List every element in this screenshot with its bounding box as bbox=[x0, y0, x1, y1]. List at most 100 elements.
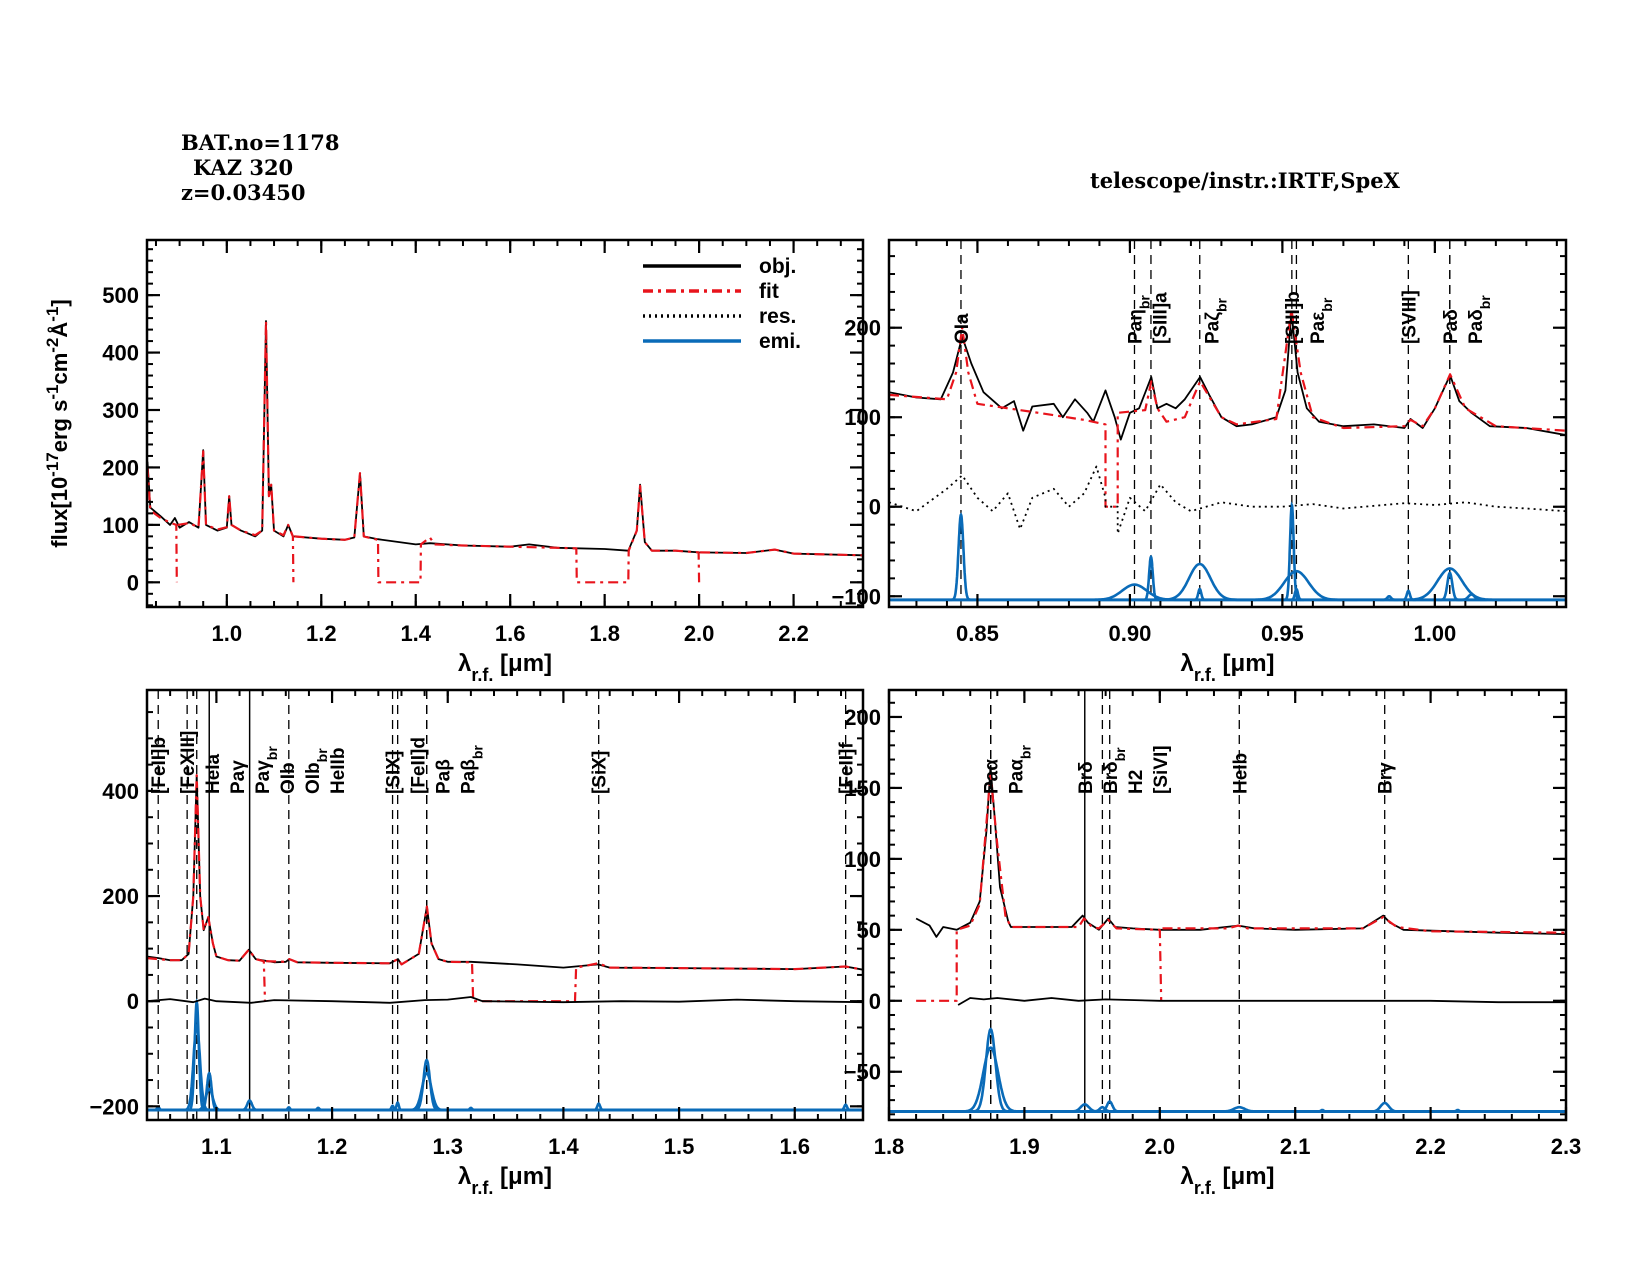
y-tick-label: 200 bbox=[844, 705, 881, 730]
series-fit bbox=[266, 905, 863, 1003]
emi-component bbox=[591, 1102, 606, 1112]
emi-component bbox=[953, 1046, 1028, 1113]
line-marker-label: [SIX] bbox=[384, 751, 405, 794]
emi-component bbox=[948, 512, 974, 602]
y-tick-label: 0 bbox=[869, 989, 881, 1014]
x-tick-label: 0.90 bbox=[1109, 621, 1152, 646]
plot-frame bbox=[887, 238, 1568, 609]
line-marker-label: Paζbr bbox=[1203, 297, 1230, 344]
line-marker-label: Paβ bbox=[434, 759, 455, 794]
emi-component bbox=[403, 1071, 450, 1112]
x-tick-label: 0.85 bbox=[956, 621, 999, 646]
plot-frame bbox=[145, 238, 865, 609]
line-marker-label: Paαbr bbox=[1007, 745, 1034, 794]
x-tick-label: 1.3 bbox=[432, 1134, 463, 1159]
emi-component bbox=[1288, 587, 1304, 602]
x-axis-label: λr.f. [μm] bbox=[1180, 1163, 1274, 1198]
series-fit bbox=[294, 472, 701, 584]
y-tick-label: 100 bbox=[844, 405, 881, 430]
line-marker-label: HeIb bbox=[1230, 753, 1251, 794]
series-obj bbox=[147, 320, 863, 557]
emi-component bbox=[386, 1104, 399, 1112]
emi-component bbox=[1212, 1105, 1267, 1113]
x-axis-label: λr.f. [μm] bbox=[1180, 650, 1274, 685]
line-marker-label: [SIII]b bbox=[1283, 291, 1304, 344]
series-fit bbox=[889, 308, 1566, 508]
x-axis-label: λr.f. [μm] bbox=[458, 650, 552, 685]
legend-label: obj. bbox=[759, 255, 796, 278]
series-obj bbox=[147, 774, 863, 971]
line-marker-label: Paγbr bbox=[253, 746, 280, 794]
emi-component bbox=[967, 1027, 1015, 1113]
emi-component bbox=[180, 1023, 213, 1112]
x-tick-label: 2.0 bbox=[1145, 1134, 1176, 1159]
plot-area bbox=[889, 690, 1566, 1120]
emi-component bbox=[1315, 1108, 1330, 1113]
x-tick-label: 1.1 bbox=[201, 1134, 232, 1159]
emi-component bbox=[391, 1101, 404, 1112]
emi-component bbox=[838, 1103, 853, 1112]
line-marker-label: H2 bbox=[1126, 770, 1147, 794]
y-tick-label: −50 bbox=[844, 1060, 881, 1085]
emi-component bbox=[1073, 583, 1196, 602]
emi-component bbox=[191, 1087, 227, 1112]
y-tick-label: 0 bbox=[127, 570, 139, 595]
y-tick-label: 50 bbox=[857, 918, 881, 943]
x-tick-label: 1.0 bbox=[212, 621, 243, 646]
object-name: KAZ 320 bbox=[193, 155, 294, 180]
line-marker-label: [FeXIII] bbox=[178, 731, 199, 794]
emi-component bbox=[1282, 501, 1301, 602]
y-tick-label: −200 bbox=[89, 1094, 139, 1119]
y-tick-label: 0 bbox=[127, 989, 139, 1014]
x-tick-label: 1.4 bbox=[400, 621, 431, 646]
series-res bbox=[147, 996, 863, 1004]
x-tick-label: 1.5 bbox=[664, 1134, 695, 1159]
series-res bbox=[889, 465, 1566, 535]
line-marker-label: Paβbr bbox=[459, 745, 486, 794]
instrument-label: telescope/instr.:IRTF,SpeX bbox=[1090, 168, 1400, 193]
emi-component bbox=[238, 1099, 262, 1112]
line-marker-label: [SiVI] bbox=[1151, 745, 1172, 794]
y-tick-label: 0 bbox=[869, 495, 881, 520]
x-tick-label: 2.3 bbox=[1551, 1134, 1582, 1159]
x-tick-label: 1.8 bbox=[589, 621, 620, 646]
series-fit bbox=[147, 774, 267, 1002]
emi-component bbox=[1146, 562, 1254, 602]
series-fit bbox=[177, 319, 295, 583]
emi-component bbox=[1192, 587, 1208, 602]
y-tick-label: 100 bbox=[102, 513, 139, 538]
x-tick-label: 1.2 bbox=[306, 621, 337, 646]
emi-component bbox=[1456, 593, 1487, 602]
plot-frame bbox=[145, 688, 865, 1122]
plot-frame bbox=[887, 688, 1568, 1122]
emi-component bbox=[312, 1106, 324, 1112]
y-tick-label: 500 bbox=[102, 283, 139, 308]
line-marker-label: Brγ bbox=[1376, 762, 1397, 794]
emi-component bbox=[465, 1106, 477, 1112]
emi-component bbox=[1450, 1108, 1465, 1113]
y-tick-label: 400 bbox=[102, 341, 139, 366]
bat-number: BAT.no=1178 bbox=[181, 130, 340, 155]
series-fit bbox=[916, 772, 1163, 1002]
line-marker-label: [SIII]a bbox=[1150, 292, 1171, 344]
line-marker-label: Paδbr bbox=[1466, 295, 1493, 344]
series-obj bbox=[889, 310, 1566, 441]
line-marker-label: Paγ bbox=[228, 760, 249, 794]
emi-component bbox=[1088, 1105, 1116, 1113]
line-marker-label: Paα bbox=[982, 759, 1003, 794]
x-tick-label: 1.6 bbox=[495, 621, 526, 646]
y-tick-label: −100 bbox=[831, 584, 881, 609]
emi-component bbox=[1388, 567, 1511, 602]
line-marker-label: Paηbr bbox=[1125, 295, 1152, 344]
panel-2: OIa Paηbr[SIII]a Paζbr [SIII]b Paεbr [SVIII] P… bbox=[831, 238, 1568, 685]
panel-1: 1.0 1.2 1.4 1.6 1.8 2.0 2.2 0 100 200 300 400 500 λr.… bbox=[43, 238, 865, 685]
x-axis-label: λr.f. [μm] bbox=[458, 1163, 552, 1198]
line-marker-label: HeIIb bbox=[328, 748, 349, 794]
series-fit bbox=[147, 467, 178, 583]
series-fit bbox=[700, 548, 863, 557]
x-tick-label: 2.0 bbox=[684, 621, 715, 646]
